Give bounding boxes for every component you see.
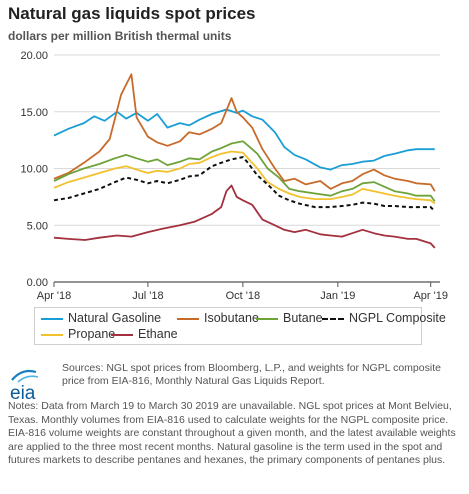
- legend-label: Natural Gasoline: [68, 311, 162, 325]
- legend-label: Ethane: [138, 327, 178, 341]
- eia-logo: eia: [10, 369, 39, 404]
- y-tick-label: 15.00: [20, 107, 48, 119]
- legend-swatch: [256, 317, 278, 320]
- x-tick-label: Jul '18: [132, 290, 163, 302]
- legend-item-ngpl-composite: NGPL Composite: [322, 311, 446, 325]
- line-chart: 0.00 5.00 10.00 15.00 20.00 Apr '18 Jul '18 Oc…: [20, 50, 448, 302]
- legend-swatch: [322, 317, 344, 320]
- notes: Notes: Data from March 19 to March 30 20…: [8, 400, 456, 467]
- y-tick-label: 20.00: [20, 50, 48, 62]
- x-tick-label: Jan '19: [320, 290, 355, 302]
- series-line-butane: [53, 140, 436, 202]
- x-axis: Apr '18 Jul '18 Oct '18 Jan '19 Apr '19: [37, 282, 448, 302]
- x-tick-label: Apr '18: [37, 290, 72, 302]
- legend-item-isobutane: Isobutane: [177, 311, 259, 325]
- legend-item-natural-gasoline: Natural Gasoline: [41, 311, 161, 325]
- legend-item-butane: Butane: [256, 311, 323, 325]
- legend-swatch: [111, 333, 133, 336]
- legend-label: Butane: [283, 311, 323, 325]
- chart-title: Natural gas liquids spot prices: [8, 4, 256, 23]
- legend: Natural Gasoline Isobutane Butane NGPL C…: [34, 307, 446, 345]
- legend-label: Isobutane: [204, 311, 259, 325]
- series-line-ngpl-composite: [53, 156, 436, 213]
- chart-subtitle: dollars per million British thermal unit…: [8, 29, 232, 43]
- legend-label: NGPL Composite: [349, 311, 446, 325]
- series-line-isobutane: [53, 73, 436, 192]
- sources-note: Sources: NGL spot prices from Bloomberg,…: [62, 362, 441, 387]
- legend-swatch: [41, 317, 63, 320]
- y-axis: 0.00 5.00 10.00 15.00 20.00: [20, 50, 48, 289]
- legend-item-ethane: Ethane: [111, 327, 178, 341]
- series-lines: [53, 73, 436, 249]
- series-line-natural-gasoline: [53, 108, 435, 171]
- y-tick-label: 10.00: [20, 164, 48, 176]
- series-line-ethane: [53, 184, 436, 249]
- logo-text: eia: [10, 383, 36, 404]
- legend-item-propane: Propane: [41, 327, 115, 341]
- legend-label: Propane: [68, 327, 116, 341]
- y-tick-label: 5.00: [27, 220, 48, 232]
- series-line-propane: [53, 150, 436, 205]
- legend-swatch: [41, 333, 63, 336]
- x-tick-label: Apr '19: [413, 290, 448, 302]
- x-tick-label: Oct '18: [226, 290, 261, 302]
- y-tick-label: 0.00: [27, 277, 48, 289]
- legend-swatch: [177, 317, 199, 320]
